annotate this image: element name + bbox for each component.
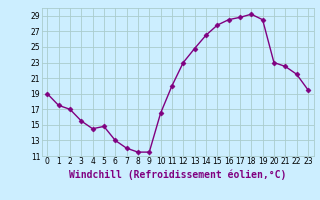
X-axis label: Windchill (Refroidissement éolien,°C): Windchill (Refroidissement éolien,°C) bbox=[69, 169, 286, 180]
